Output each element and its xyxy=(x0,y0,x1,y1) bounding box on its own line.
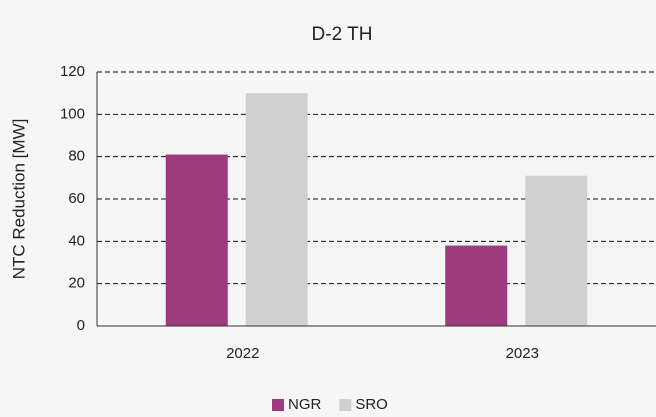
bar xyxy=(445,245,508,326)
bar xyxy=(245,93,308,327)
legend-label: SRO xyxy=(355,396,388,413)
x-tick-label: 2023 xyxy=(506,345,539,362)
bar xyxy=(165,154,228,326)
bar xyxy=(525,175,588,326)
legend-label: NGR xyxy=(288,396,322,413)
x-tick-label: 2022 xyxy=(226,345,259,362)
y-tick-label: 60 xyxy=(68,190,85,207)
legend-swatch xyxy=(272,399,284,411)
legend-swatch xyxy=(339,399,352,411)
y-tick-label: 120 xyxy=(60,63,85,80)
y-axis-label: NTC Reduction [MW] xyxy=(9,119,28,280)
chart-title: D-2 TH xyxy=(312,24,373,45)
y-tick-label: 0 xyxy=(77,317,85,334)
y-tick-label: 40 xyxy=(68,232,85,249)
y-tick-label: 20 xyxy=(68,275,85,292)
y-tick-label: 80 xyxy=(68,148,85,165)
y-tick-label: 100 xyxy=(60,105,85,122)
